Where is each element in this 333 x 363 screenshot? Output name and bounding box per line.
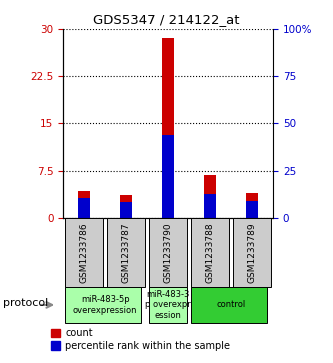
Bar bbox=[191, 287, 267, 323]
Bar bbox=[149, 287, 187, 323]
Bar bbox=[204, 175, 216, 218]
Bar bbox=[162, 38, 174, 218]
Text: GDS5347 / 214122_at: GDS5347 / 214122_at bbox=[93, 13, 240, 26]
Bar bbox=[246, 193, 258, 218]
Text: GSM1233788: GSM1233788 bbox=[205, 222, 215, 283]
Bar bbox=[120, 202, 132, 218]
Bar bbox=[149, 218, 187, 287]
Text: GSM1233789: GSM1233789 bbox=[247, 222, 257, 283]
Text: miR-483-3
p overexpr
ession: miR-483-3 p overexpr ession bbox=[145, 290, 191, 320]
Bar bbox=[162, 135, 174, 218]
Text: control: control bbox=[216, 301, 246, 309]
Bar bbox=[120, 195, 132, 218]
Bar bbox=[191, 218, 229, 287]
Text: protocol: protocol bbox=[3, 298, 49, 308]
Text: miR-483-5p
overexpression: miR-483-5p overexpression bbox=[73, 295, 138, 315]
Bar bbox=[65, 287, 141, 323]
Text: GSM1233787: GSM1233787 bbox=[122, 222, 131, 283]
Bar bbox=[78, 191, 90, 218]
Bar bbox=[233, 218, 271, 287]
Bar bbox=[78, 198, 90, 218]
Legend: count, percentile rank within the sample: count, percentile rank within the sample bbox=[52, 328, 230, 351]
Text: GSM1233786: GSM1233786 bbox=[80, 222, 89, 283]
Bar bbox=[65, 218, 103, 287]
Bar bbox=[204, 194, 216, 218]
Text: GSM1233790: GSM1233790 bbox=[164, 222, 173, 283]
Bar bbox=[107, 218, 145, 287]
Bar bbox=[246, 201, 258, 218]
